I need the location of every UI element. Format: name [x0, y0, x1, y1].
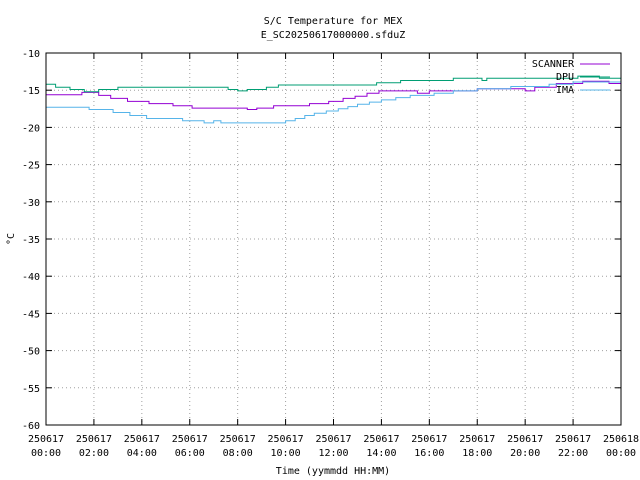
x-tick-date-label: 250617	[315, 434, 351, 445]
y-tick-label: -50	[22, 347, 40, 358]
x-tick-time-label: 08:00	[223, 448, 253, 459]
chart-subtitle: E_SC20250617000000.sfduZ	[261, 30, 406, 41]
x-tick-time-label: 22:00	[558, 448, 588, 459]
x-tick-date-label: 250617	[172, 434, 208, 445]
legend-label-scanner: SCANNER	[532, 59, 575, 70]
axis-ticks: -10 -15 -20 -25 -30 -35 -40 -45 -50 -55 -60 250617 0…	[22, 49, 639, 459]
x-tick-time-label: 06:00	[175, 448, 205, 459]
x-tick-date-label: 250617	[459, 434, 495, 445]
x-tick-date-label: 250617	[363, 434, 399, 445]
y-tick-label: -10	[22, 49, 40, 60]
x-tick-date-label: 250617	[555, 434, 591, 445]
y-tick-label: -60	[22, 421, 40, 432]
x-tick-time-label: 10:00	[271, 448, 301, 459]
x-tick-date-label: 250617	[507, 434, 543, 445]
x-tick-date-label: 250617	[268, 434, 304, 445]
x-axis-label: Time (yymmdd HH:MM)	[276, 466, 390, 477]
legend: SCANNER DPU IMA	[532, 59, 610, 96]
y-tick-label: -45	[22, 309, 40, 320]
y-tick-label: -35	[22, 235, 40, 246]
y-tick-label: -40	[22, 272, 40, 283]
x-tick-date-label: 250617	[76, 434, 112, 445]
series-line-scanner	[46, 80, 621, 110]
x-tick-time-label: 18:00	[462, 448, 492, 459]
x-tick-time-label: 00:00	[606, 448, 636, 459]
legend-label-ima: IMA	[556, 85, 574, 96]
x-tick-time-label: 16:00	[414, 448, 444, 459]
x-tick-date-label: 250618	[603, 434, 639, 445]
y-tick-label: -30	[22, 198, 40, 209]
y-tick-label: -55	[22, 384, 40, 395]
x-tick-time-label: 02:00	[79, 448, 109, 459]
x-tick-time-label: 04:00	[127, 448, 157, 459]
x-tick-time-label: 14:00	[366, 448, 396, 459]
series-lines	[46, 75, 621, 124]
legend-label-dpu: DPU	[556, 72, 574, 83]
grid-lines	[46, 53, 621, 425]
chart-title: S/C Temperature for MEX	[264, 16, 402, 27]
x-tick-time-label: 00:00	[31, 448, 61, 459]
x-tick-time-label: 12:00	[318, 448, 348, 459]
series-line-dpu	[46, 75, 621, 93]
x-tick-date-label: 250617	[220, 434, 256, 445]
y-tick-label: -15	[22, 86, 40, 97]
x-tick-date-label: 250617	[28, 434, 64, 445]
series-line-ima	[46, 81, 621, 124]
x-tick-date-label: 250617	[411, 434, 447, 445]
y-tick-label: -20	[22, 123, 40, 134]
x-tick-date-label: 250617	[124, 434, 160, 445]
y-tick-label: -25	[22, 161, 40, 172]
x-tick-time-label: 20:00	[510, 448, 540, 459]
y-axis-label: °C	[6, 233, 17, 245]
